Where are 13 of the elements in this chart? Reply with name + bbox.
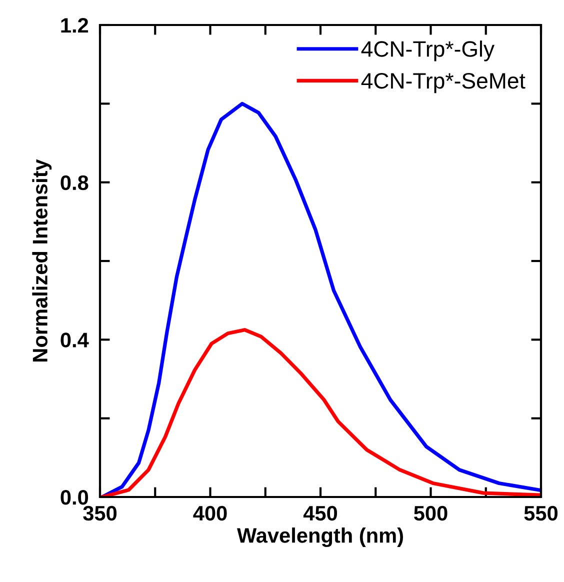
- legend-label: 4CN-Trp*-SeMet: [361, 72, 526, 94]
- x-tick-label: 450: [303, 506, 338, 521]
- y-axis-title: Normalized Intensity: [32, 159, 52, 362]
- y-tick-label: 0.0: [60, 490, 88, 505]
- y-tick-label: 1.2: [61, 18, 88, 33]
- y-tick-label: 0.4: [60, 332, 89, 348]
- y-tick-label: 0.8: [60, 175, 88, 190]
- x-tick-label: 350: [83, 506, 117, 521]
- x-tick-label: 500: [414, 506, 448, 521]
- legend-label: 4CN-Trp*-Gly: [361, 40, 495, 62]
- x-axis-title: Wavelength (nm): [237, 528, 403, 548]
- x-tick-label: 550: [524, 506, 558, 521]
- x-tick-label: 400: [193, 506, 227, 521]
